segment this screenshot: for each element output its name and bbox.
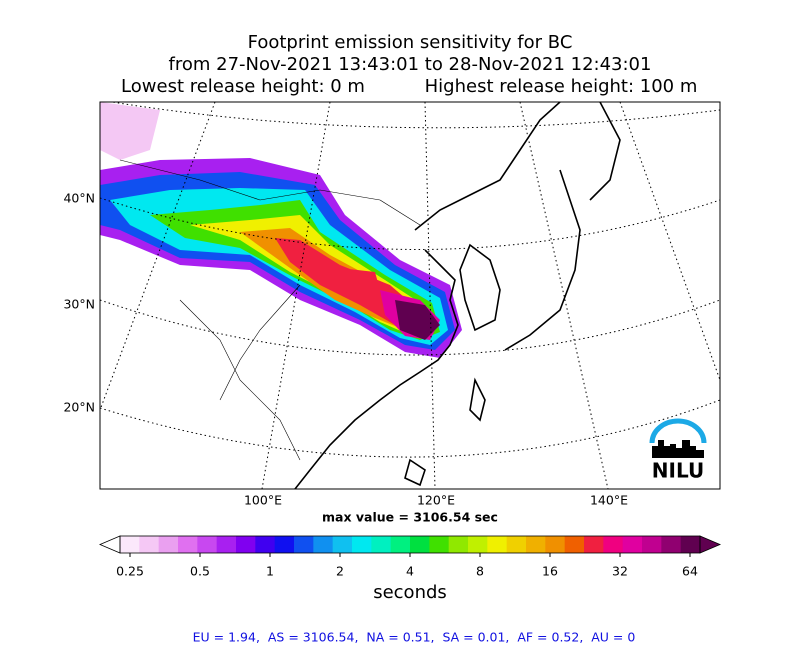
lat-label: 40°N (63, 191, 95, 206)
colorbar: 0.25 0.5 1 2 4 8 16 32 64 (98, 535, 722, 579)
map: NILU (100, 102, 720, 489)
colorbar-segment (506, 536, 527, 553)
colorbar-tick-label: 64 (682, 564, 698, 579)
colorbar-segment (410, 536, 430, 553)
lat-label: 30°N (63, 297, 95, 312)
colorbar-segment (661, 536, 682, 553)
colorbar-segment (178, 536, 198, 553)
title-line: Highest release height: 100 m (425, 76, 698, 97)
colorbar-tick-label: 32 (612, 564, 628, 579)
colorbar-segment (139, 536, 160, 553)
colorbar-segment (255, 536, 276, 553)
colorbar-segment (642, 536, 662, 553)
colorbar-segment (429, 536, 450, 553)
colorbar-segment (487, 536, 508, 553)
colorbar-segment (584, 536, 604, 553)
colorbar-segment (448, 536, 469, 553)
colorbar-segment (216, 536, 237, 553)
colorbar-segment (120, 536, 140, 553)
colorbar-segment (622, 536, 643, 553)
colorbar-segment (526, 536, 546, 553)
colorbar-tick-label: 2 (336, 564, 344, 579)
colorbar-extend (699, 535, 722, 554)
colorbar-segment (332, 536, 353, 553)
colorbar-tick-label: 8 (476, 564, 484, 579)
colorbar-segment (352, 536, 372, 553)
colorbar-segment (294, 536, 314, 553)
plume (100, 102, 462, 358)
colorbar-tick-label: 4 (406, 564, 414, 579)
colorbar-tick-label: 0.5 (190, 564, 210, 579)
lon-label: 100°E (244, 493, 282, 508)
lon-label: 120°E (417, 493, 455, 508)
title-line: Lowest release height: 0 m (121, 76, 365, 97)
title-line: from 27-Nov-2021 13:43:01 to 28-Nov-2021… (169, 54, 652, 75)
lat-label: 20°N (63, 400, 95, 415)
max-value: max value = 3106.54 sec (322, 510, 498, 525)
colorbar-segment (197, 536, 218, 553)
colorbar-segment (313, 536, 334, 553)
logo-text: NILU (652, 459, 704, 483)
colorbar-segment (274, 536, 295, 553)
lon-label: 140°E (590, 493, 628, 508)
colorbar-segment (564, 536, 585, 553)
colorbar-tick-label: 16 (542, 564, 558, 579)
title-line: Footprint emission sensitivity for BC (248, 32, 573, 53)
colorbar-extend (98, 535, 121, 554)
colorbar-segment (158, 536, 179, 553)
colorbar-segment (680, 536, 701, 553)
colorbar-tick-label: 0.25 (116, 564, 144, 579)
nilu-logo: NILU (649, 418, 707, 483)
colorbar-segment (236, 536, 256, 553)
graticule (100, 102, 720, 489)
colorbar-tick-label: 1 (266, 564, 274, 579)
colorbar-segment (603, 536, 624, 553)
map-frame (99, 101, 721, 490)
coastlines (119, 102, 621, 489)
colorbar-segment (468, 536, 488, 553)
colorbar-segment (545, 536, 566, 553)
colorbar-label: seconds (373, 582, 447, 603)
colorbar-segment (390, 536, 411, 553)
colorbar-segment (371, 536, 392, 553)
footer: EU = 1.94, AS = 3106.54, NA = 0.51, SA =… (193, 630, 636, 645)
